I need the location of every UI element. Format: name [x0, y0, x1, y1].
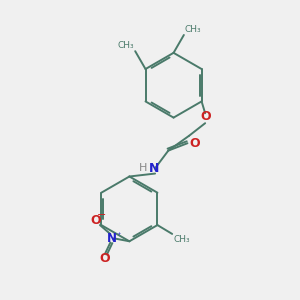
Text: N: N [149, 162, 159, 175]
Text: −: − [97, 210, 107, 220]
Text: CH₃: CH₃ [185, 25, 201, 34]
Text: CH₃: CH₃ [174, 236, 190, 244]
Text: ⁺: ⁺ [116, 232, 121, 241]
Text: O: O [90, 214, 101, 227]
Text: O: O [190, 137, 200, 150]
Text: N: N [107, 232, 117, 245]
Text: O: O [100, 252, 110, 266]
Text: H: H [139, 163, 148, 173]
Text: CH₃: CH₃ [118, 41, 134, 50]
Text: O: O [200, 110, 211, 123]
